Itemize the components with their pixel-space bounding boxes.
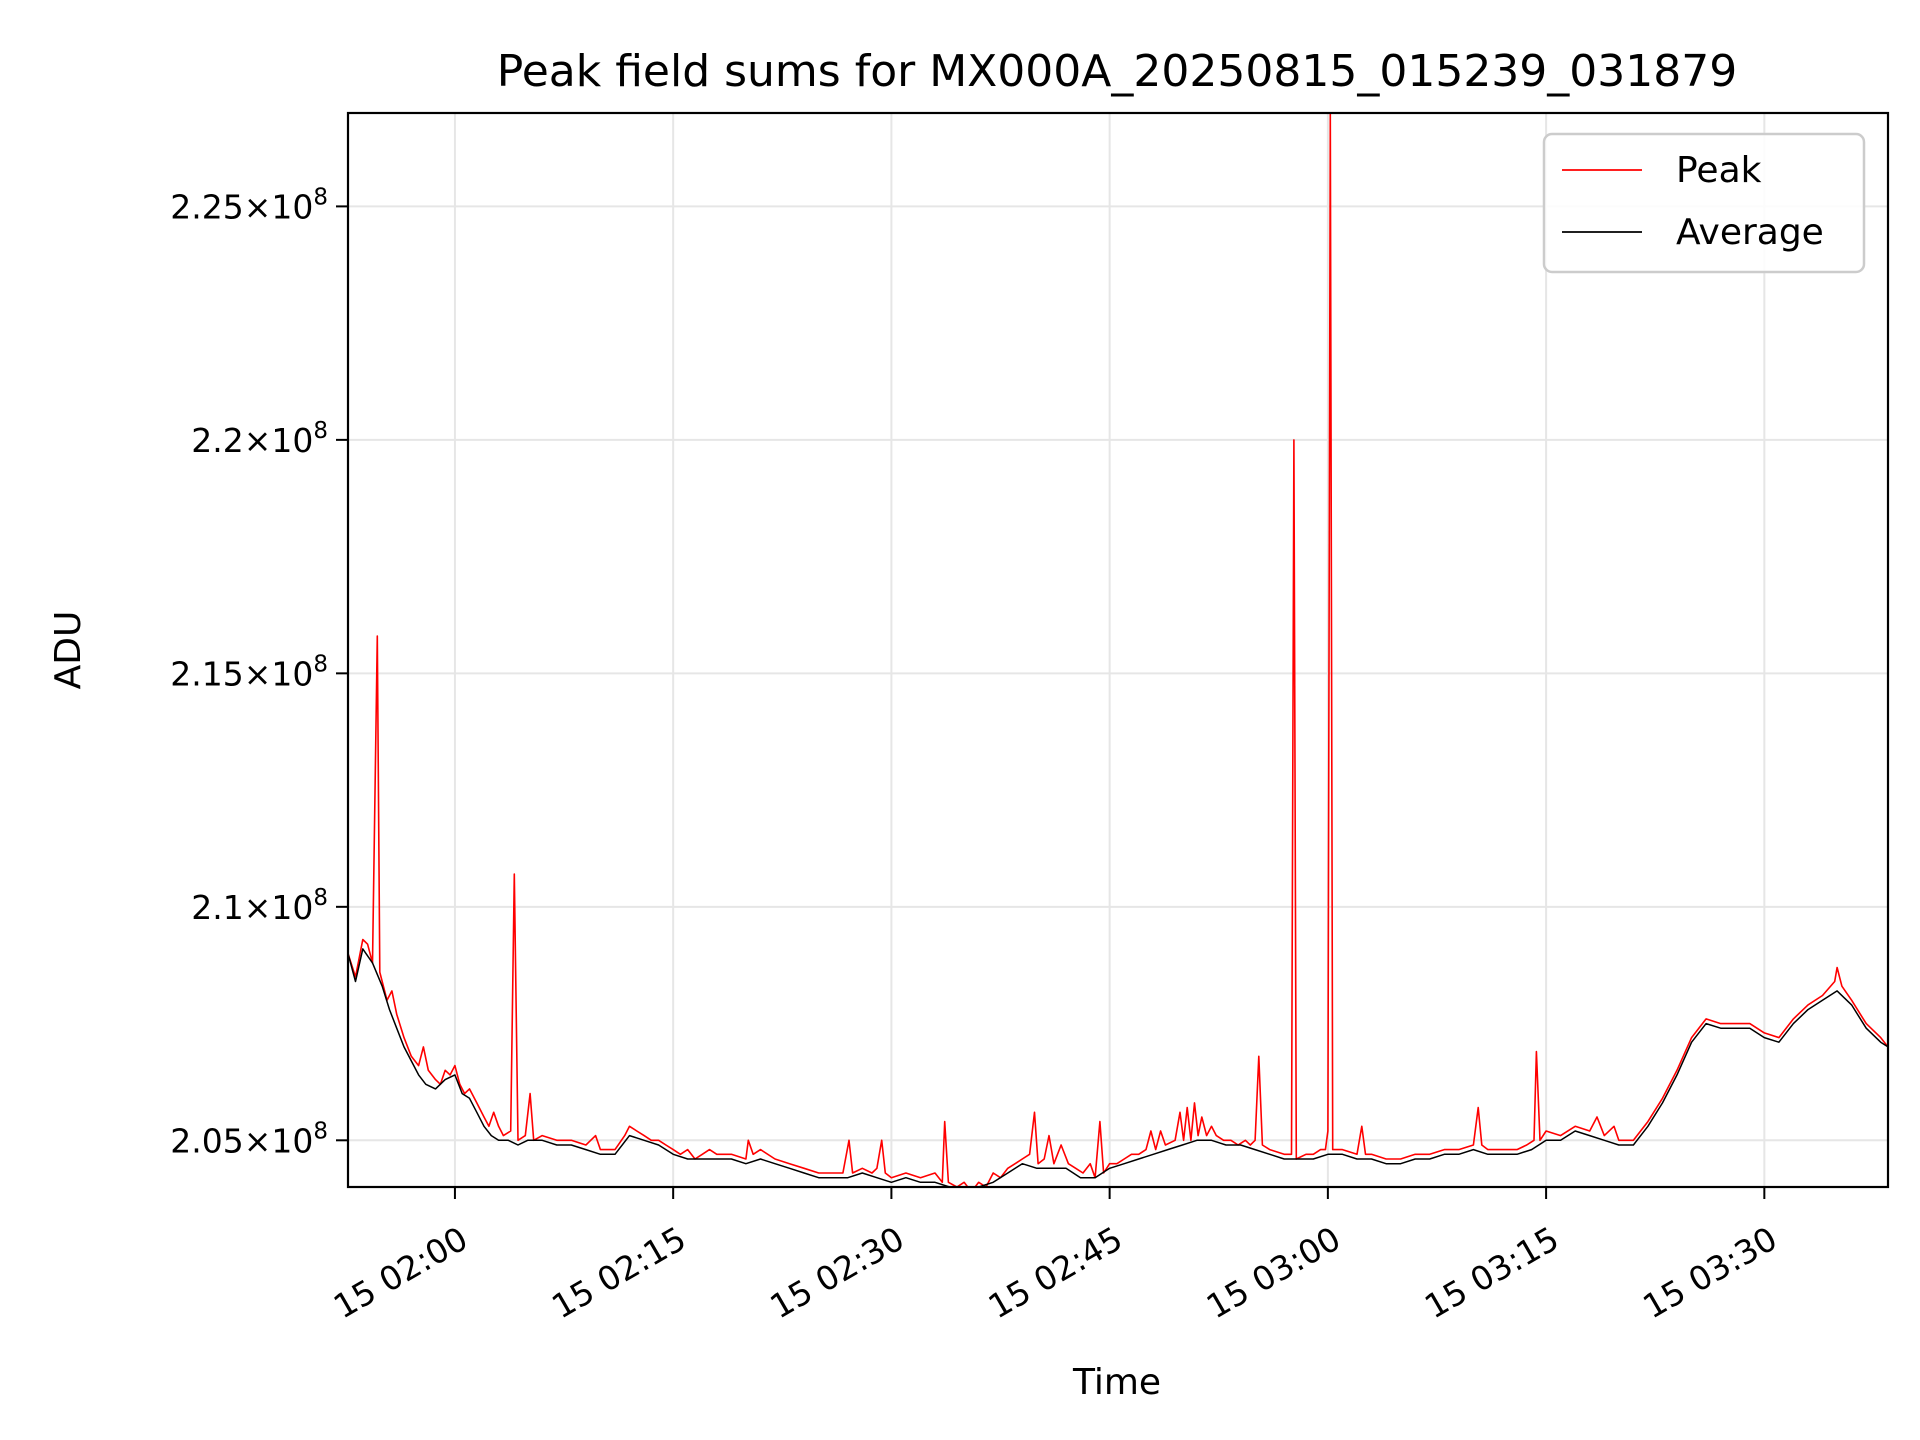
- y-tick-exponent: 8: [313, 418, 328, 444]
- y-tick-mantissa: 2.05: [170, 1121, 243, 1160]
- grid: [348, 113, 1888, 1187]
- y-tick-label: 2.05×108: [170, 1118, 328, 1160]
- x-axis-label: Time: [1072, 1362, 1161, 1403]
- y-tick-exponent: 8: [313, 184, 328, 210]
- y-axis-label: ADU: [48, 611, 89, 690]
- series-layer: [348, 113, 1888, 1187]
- y-tick-label: 2.15×108: [170, 651, 328, 693]
- y-tick-suffix: ×10: [244, 1121, 314, 1160]
- legend-label-peak: Peak: [1676, 150, 1762, 191]
- y-tick-mantissa: 2.2: [191, 421, 243, 460]
- legend-label-average: Average: [1676, 212, 1824, 253]
- y-tick-mantissa: 2.15: [170, 654, 243, 693]
- y-tick-suffix: ×10: [244, 888, 314, 927]
- series-line-peak: [348, 113, 1888, 1187]
- chart-title: Peak field sums for MX000A_20250815_0152…: [497, 46, 1738, 97]
- series-line-average: [348, 948, 1888, 1187]
- y-tick-mantissa: 2.25: [170, 187, 243, 226]
- y-tick-exponent: 8: [313, 885, 328, 911]
- y-tick-label: 2.1×108: [191, 885, 328, 927]
- legend: Peak Average: [1542, 132, 1866, 274]
- y-tick-label: 2.25×108: [170, 184, 328, 226]
- y-tick-exponent: 8: [313, 1118, 328, 1144]
- y-tick-label: 2.2×108: [191, 418, 328, 460]
- y-tick-suffix: ×10: [244, 187, 314, 226]
- y-tick-suffix: ×10: [244, 654, 314, 693]
- y-tick-mantissa: 2.1: [191, 888, 243, 927]
- legend-frame: [1542, 132, 1866, 274]
- y-tick-suffix: ×10: [244, 421, 314, 460]
- plot-frame: [346, 111, 1890, 1189]
- y-tick-exponent: 8: [313, 651, 328, 677]
